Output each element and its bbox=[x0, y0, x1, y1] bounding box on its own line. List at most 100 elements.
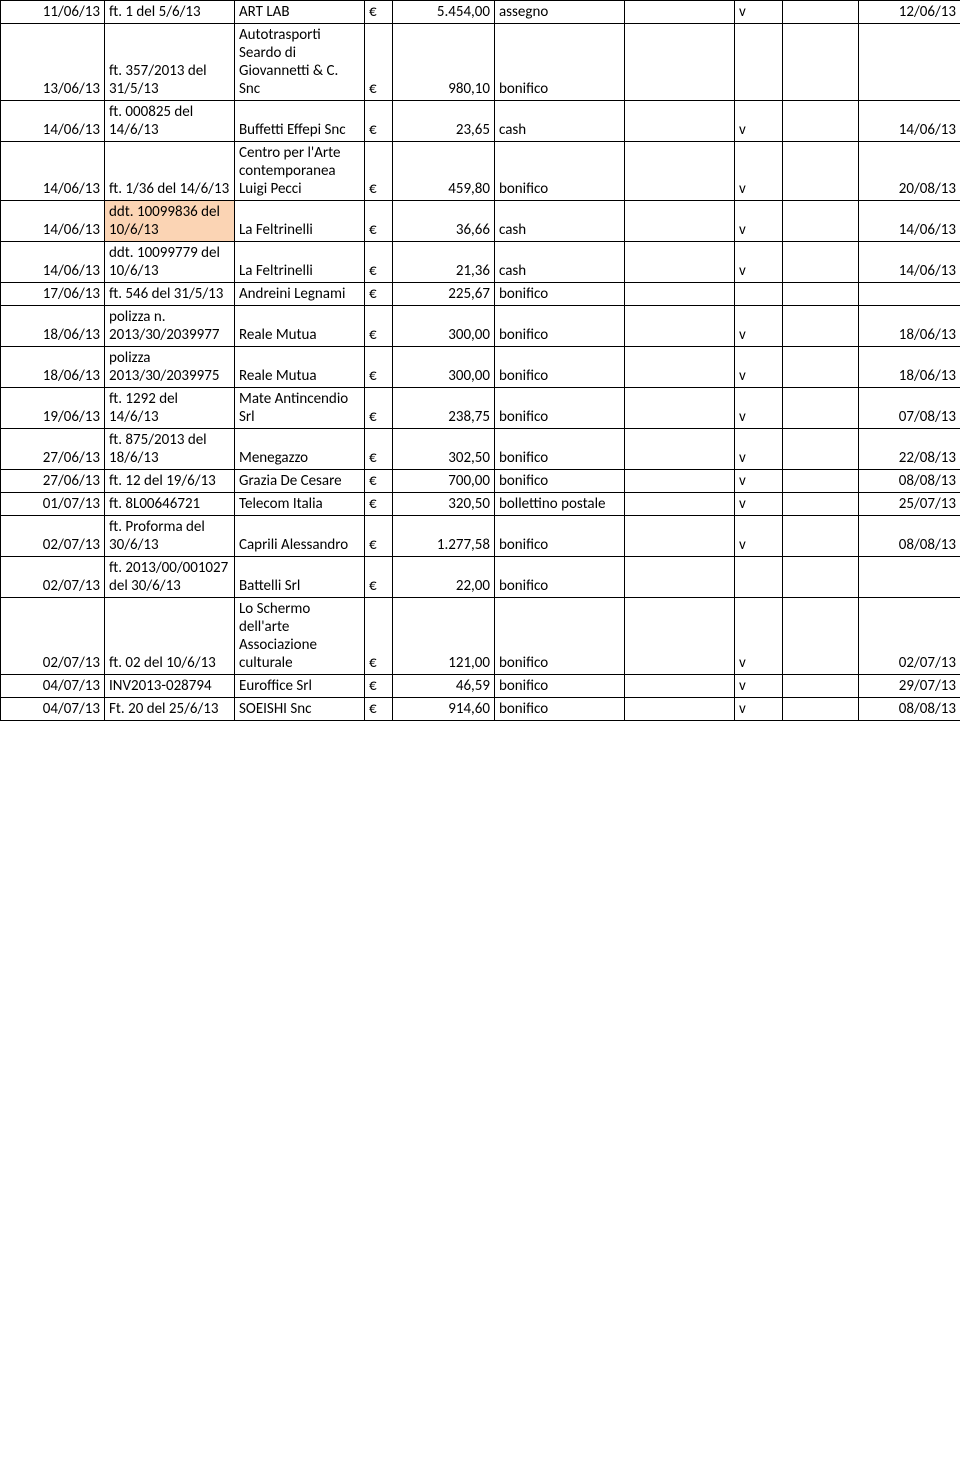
empty-cell-h bbox=[783, 101, 859, 142]
empty-cell-f bbox=[625, 675, 735, 698]
date-cell: 17/06/13 bbox=[1, 283, 105, 306]
empty-cell-f bbox=[625, 347, 735, 388]
table-row: 18/06/13polizza n. 2013/30/2039977Reale … bbox=[1, 306, 960, 347]
currency-cell: € bbox=[365, 429, 393, 470]
currency-cell: € bbox=[365, 1, 393, 24]
flag-cell: v bbox=[735, 470, 783, 493]
empty-cell-f bbox=[625, 493, 735, 516]
vendor-cell: Euroffice Srl bbox=[235, 675, 365, 698]
vendor-cell: ART LAB bbox=[235, 1, 365, 24]
currency-cell: € bbox=[365, 470, 393, 493]
ledger-table: 11/06/13ft. 1 del 5/6/13ART LAB€5.454,00… bbox=[0, 0, 960, 721]
currency-cell: € bbox=[365, 347, 393, 388]
date-cell: 01/07/13 bbox=[1, 493, 105, 516]
currency-cell: € bbox=[365, 306, 393, 347]
vendor-cell: Reale Mutua bbox=[235, 306, 365, 347]
doc-cell: polizza n. 2013/30/2039977 bbox=[105, 306, 235, 347]
doc-cell: polizza 2013/30/2039975 bbox=[105, 347, 235, 388]
empty-cell-h bbox=[783, 557, 859, 598]
empty-cell-f bbox=[625, 24, 735, 101]
currency-cell: € bbox=[365, 675, 393, 698]
empty-cell-f bbox=[625, 142, 735, 201]
empty-cell-h bbox=[783, 347, 859, 388]
method-cell: bonifico bbox=[495, 24, 625, 101]
vendor-cell: Reale Mutua bbox=[235, 347, 365, 388]
doc-cell: ft. 02 del 10/6/13 bbox=[105, 598, 235, 675]
vendor-cell: Buffetti Effepi Snc bbox=[235, 101, 365, 142]
empty-cell-f bbox=[625, 306, 735, 347]
doc-cell: ft. 8L00646721 bbox=[105, 493, 235, 516]
currency-cell: € bbox=[365, 698, 393, 721]
method-cell: cash bbox=[495, 201, 625, 242]
method-cell: bonifico bbox=[495, 516, 625, 557]
doc-cell: INV2013-028794 bbox=[105, 675, 235, 698]
empty-cell-h bbox=[783, 388, 859, 429]
empty-cell-f bbox=[625, 388, 735, 429]
date2-cell: 25/07/13 bbox=[859, 493, 960, 516]
method-cell: bonifico bbox=[495, 388, 625, 429]
table-row: 13/06/13ft. 357/2013 del 31/5/13Autotras… bbox=[1, 24, 960, 101]
table-row: 18/06/13polizza 2013/30/2039975Reale Mut… bbox=[1, 347, 960, 388]
empty-cell-h bbox=[783, 242, 859, 283]
empty-cell-f bbox=[625, 1, 735, 24]
date-cell: 27/06/13 bbox=[1, 470, 105, 493]
vendor-cell: Autotrasporti Seardo di Giovannetti & C.… bbox=[235, 24, 365, 101]
currency-cell: € bbox=[365, 242, 393, 283]
amount-cell: 23,65 bbox=[393, 101, 495, 142]
empty-cell-h bbox=[783, 142, 859, 201]
flag-cell: v bbox=[735, 598, 783, 675]
date-cell: 02/07/13 bbox=[1, 516, 105, 557]
empty-cell-h bbox=[783, 1, 859, 24]
doc-cell: ft. 1292 del 14/6/13 bbox=[105, 388, 235, 429]
vendor-cell: La Feltrinelli bbox=[235, 242, 365, 283]
vendor-cell: SOEISHI Snc bbox=[235, 698, 365, 721]
date2-cell bbox=[859, 557, 960, 598]
flag-cell: v bbox=[735, 429, 783, 470]
flag-cell: v bbox=[735, 201, 783, 242]
method-cell: bonifico bbox=[495, 429, 625, 470]
table-row: 02/07/13ft. 02 del 10/6/13Lo Schermo del… bbox=[1, 598, 960, 675]
table-row: 02/07/13ft. 2013/00/001027 del 30/6/13Ba… bbox=[1, 557, 960, 598]
date2-cell: 08/08/13 bbox=[859, 698, 960, 721]
date2-cell: 29/07/13 bbox=[859, 675, 960, 698]
date-cell: 02/07/13 bbox=[1, 598, 105, 675]
amount-cell: 302,50 bbox=[393, 429, 495, 470]
date2-cell: 14/06/13 bbox=[859, 101, 960, 142]
method-cell: bonifico bbox=[495, 598, 625, 675]
date-cell: 14/06/13 bbox=[1, 242, 105, 283]
table-row: 17/06/13ft. 546 del 31/5/13Andreini Legn… bbox=[1, 283, 960, 306]
currency-cell: € bbox=[365, 598, 393, 675]
date-cell: 14/06/13 bbox=[1, 101, 105, 142]
currency-cell: € bbox=[365, 283, 393, 306]
doc-cell: ddt. 10099779 del 10/6/13 bbox=[105, 242, 235, 283]
method-cell: bollettino postale bbox=[495, 493, 625, 516]
method-cell: bonifico bbox=[495, 347, 625, 388]
empty-cell-h bbox=[783, 598, 859, 675]
currency-cell: € bbox=[365, 24, 393, 101]
currency-cell: € bbox=[365, 142, 393, 201]
doc-cell: Ft. 20 del 25/6/13 bbox=[105, 698, 235, 721]
empty-cell-h bbox=[783, 470, 859, 493]
amount-cell: 121,00 bbox=[393, 598, 495, 675]
flag-cell: v bbox=[735, 242, 783, 283]
method-cell: bonifico bbox=[495, 306, 625, 347]
date-cell: 18/06/13 bbox=[1, 347, 105, 388]
date2-cell: 08/08/13 bbox=[859, 470, 960, 493]
empty-cell-h bbox=[783, 698, 859, 721]
method-cell: bonifico bbox=[495, 470, 625, 493]
currency-cell: € bbox=[365, 388, 393, 429]
date-cell: 19/06/13 bbox=[1, 388, 105, 429]
table-row: 02/07/13ft. Proforma del 30/6/13Caprili … bbox=[1, 516, 960, 557]
empty-cell-h bbox=[783, 429, 859, 470]
date2-cell: 14/06/13 bbox=[859, 201, 960, 242]
table-row: 19/06/13ft. 1292 del 14/6/13Mate Antince… bbox=[1, 388, 960, 429]
doc-cell: ft. 875/2013 del 18/6/13 bbox=[105, 429, 235, 470]
empty-cell-f bbox=[625, 470, 735, 493]
empty-cell-f bbox=[625, 557, 735, 598]
amount-cell: 914,60 bbox=[393, 698, 495, 721]
date-cell: 27/06/13 bbox=[1, 429, 105, 470]
currency-cell: € bbox=[365, 101, 393, 142]
vendor-cell: Telecom Italia bbox=[235, 493, 365, 516]
method-cell: bonifico bbox=[495, 283, 625, 306]
date-cell: 04/07/13 bbox=[1, 675, 105, 698]
